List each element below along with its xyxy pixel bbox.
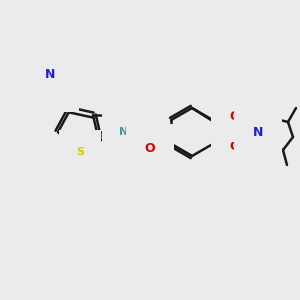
Text: O: O xyxy=(230,110,240,124)
Text: S: S xyxy=(76,147,84,157)
Text: O: O xyxy=(230,140,240,154)
Text: O: O xyxy=(145,142,155,155)
Text: S: S xyxy=(230,125,239,139)
Text: N: N xyxy=(253,125,263,139)
Text: N: N xyxy=(45,68,55,82)
Text: C: C xyxy=(54,85,62,95)
Text: NH: NH xyxy=(119,127,137,137)
